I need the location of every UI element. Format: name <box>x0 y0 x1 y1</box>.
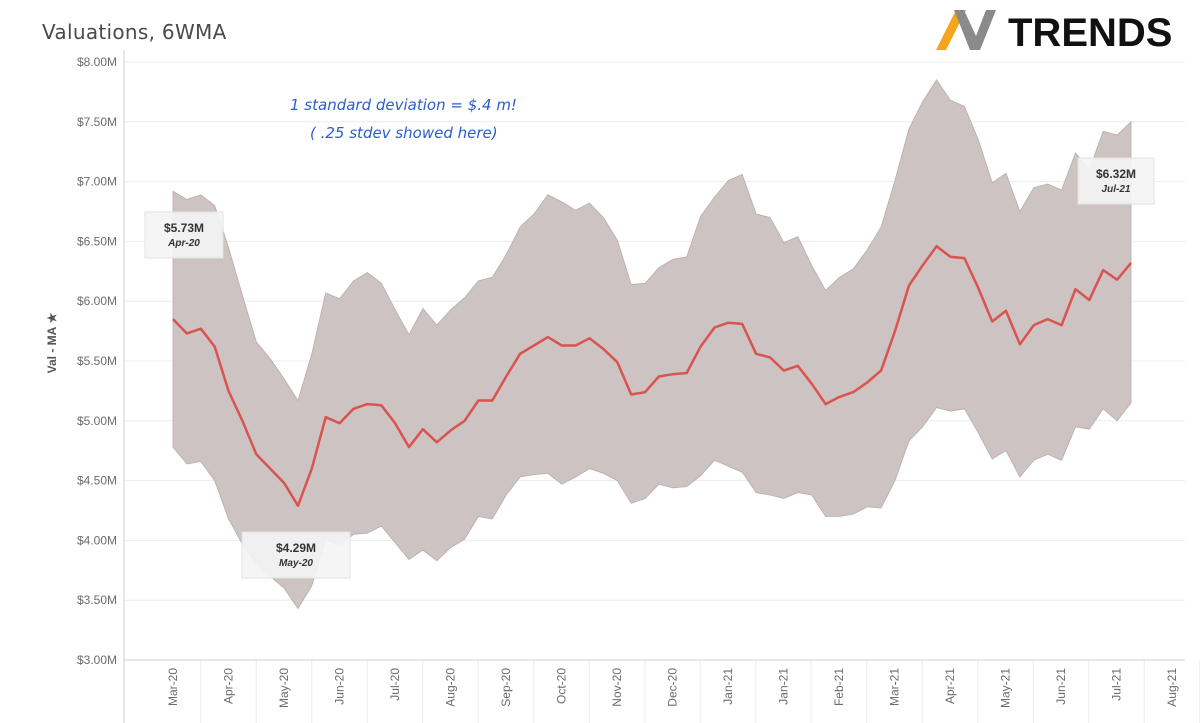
chart-title: Valuations, 6WMA <box>42 20 227 44</box>
pin-icon: ★ <box>45 312 59 323</box>
annotation-box <box>241 531 351 579</box>
annotation-date: May-20 <box>279 558 313 569</box>
y-tick-label: $6.00M <box>77 294 117 308</box>
annotations: $5.73M Apr-20 $4.29M May-20 $6.32M Jul-21 <box>144 157 1155 579</box>
note-line: 1 standard deviation = $.4 m! <box>290 96 517 114</box>
std-dev-band <box>172 79 1132 610</box>
annotation-value: $6.32M <box>1096 167 1136 181</box>
y-tick-label: $7.50M <box>77 115 117 129</box>
y-axis-title: Val - MA <box>45 326 59 373</box>
y-tick-label: $3.00M <box>77 653 117 667</box>
annotation-value: $4.29M <box>276 541 316 555</box>
valuation-line-series <box>172 244 1132 507</box>
x-tick-label: Feb-21 <box>832 668 846 706</box>
x-tick-label: Sep-20 <box>499 668 513 707</box>
x-tick-label: Aug-20 <box>444 668 458 707</box>
note-line: ( .25 stdev showed here) <box>310 124 498 142</box>
x-tick-label: May-20 <box>277 668 291 708</box>
annotation-box <box>1077 157 1155 205</box>
logo-text: TRENDS <box>1008 11 1172 54</box>
x-tick-label: Jan-21 <box>777 668 791 705</box>
trends-logo: TRENDS <box>936 10 1172 54</box>
y-tick-label: $7.00M <box>77 175 117 189</box>
y-tick-label: $5.50M <box>77 354 117 368</box>
x-tick-label: Mar-21 <box>888 668 902 706</box>
x-tick-label: Oct-20 <box>555 668 569 704</box>
y-tick-label: $4.50M <box>77 474 117 488</box>
x-tick-label: Jan-21 <box>721 668 735 705</box>
x-tick-label: Apr-21 <box>943 668 957 704</box>
x-tick-label: Mar-20 <box>166 668 180 706</box>
x-tick-label: Aug-21 <box>1165 668 1179 707</box>
av-logo-icon <box>936 10 996 50</box>
x-tick-label: Apr-20 <box>222 668 236 704</box>
x-tick-label: Jun-20 <box>333 668 347 705</box>
x-tick-label: Jul-21 <box>1110 668 1124 701</box>
annotation-date: Jul-21 <box>1102 184 1131 195</box>
annotation-date: Apr-20 <box>167 238 200 249</box>
x-tick-label: Dec-20 <box>666 668 680 707</box>
x-tick-label: Jun-21 <box>1054 668 1068 705</box>
x-tick-label: Nov-20 <box>610 668 624 707</box>
valuation-line <box>172 244 1132 507</box>
logo-gray-stroke <box>954 10 996 50</box>
x-tick-label: Jul-20 <box>388 668 402 701</box>
y-tick-label: $3.50M <box>77 593 117 607</box>
y-tick-label: $8.00M <box>77 55 117 69</box>
y-tick-label: $6.50M <box>77 234 117 248</box>
axes: $3.00M $3.50M $4.00M $4.50M $5.00M $5.50M $6.0… <box>45 50 1185 723</box>
x-tick-label: May-21 <box>999 668 1013 708</box>
y-tick-label: $5.00M <box>77 414 117 428</box>
std-dev-band-area <box>172 79 1132 610</box>
handwritten-note: 1 standard deviation = $.4 m! ( .25 stdev… <box>290 96 517 142</box>
y-tick-label: $4.00M <box>77 533 117 547</box>
annotation-box <box>144 211 224 259</box>
annotation-value: $5.73M <box>164 221 204 235</box>
